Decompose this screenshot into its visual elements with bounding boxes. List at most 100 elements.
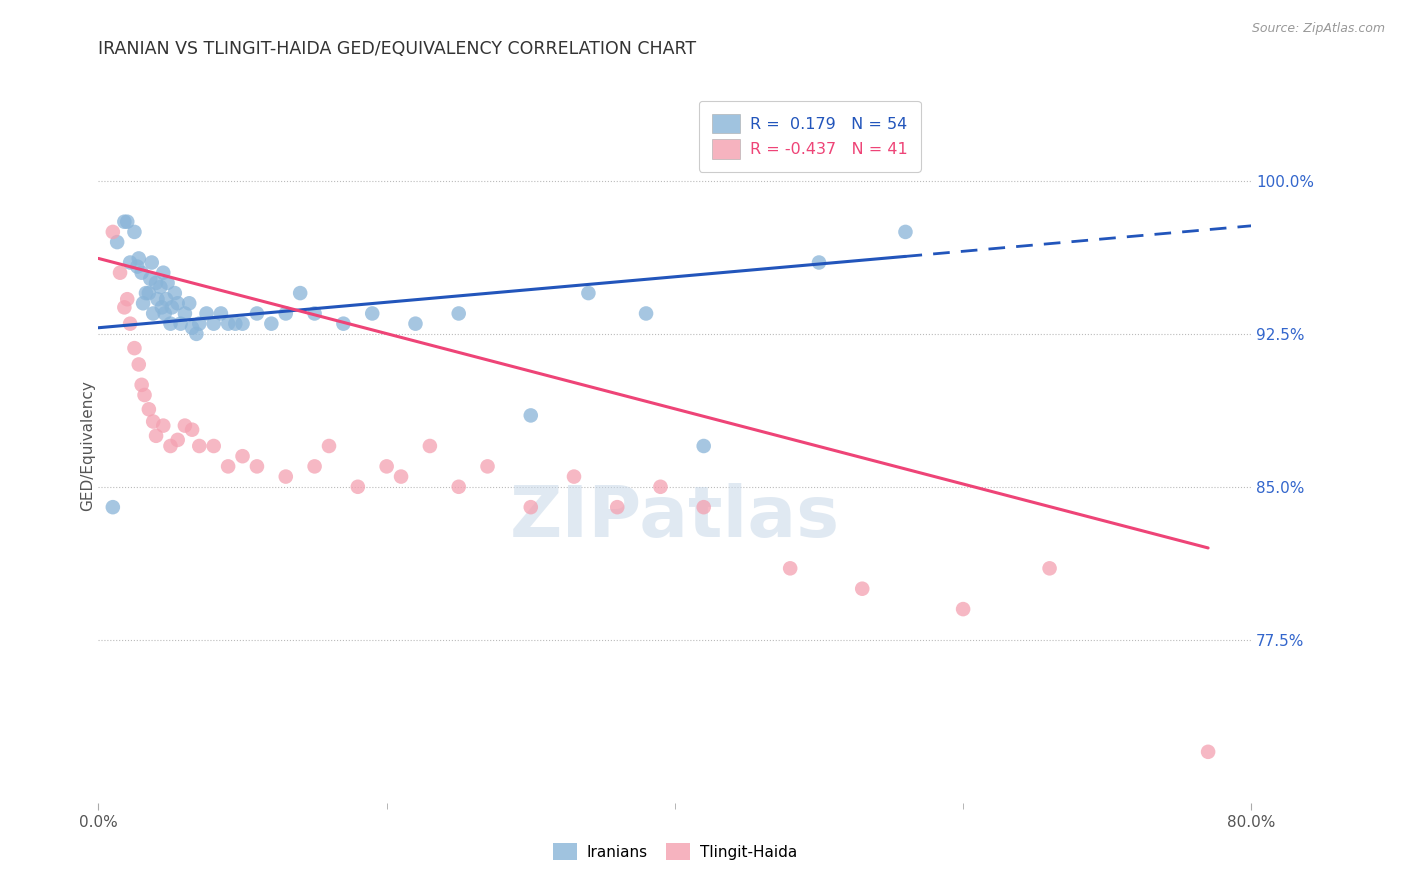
Point <box>188 317 211 331</box>
Point <box>318 439 340 453</box>
Point <box>160 301 183 315</box>
Point <box>186 326 208 341</box>
Point <box>231 317 254 331</box>
Point <box>807 255 830 269</box>
Point <box>150 301 173 315</box>
Point <box>520 409 543 423</box>
Point <box>375 459 398 474</box>
Point <box>145 276 167 290</box>
Y-axis label: GED/Equivalency: GED/Equivalency <box>80 381 94 511</box>
Point <box>120 317 142 331</box>
Point <box>127 260 149 274</box>
Point <box>120 255 142 269</box>
Point <box>138 402 160 417</box>
Point <box>231 449 254 463</box>
Point <box>131 266 153 280</box>
Point <box>1038 561 1062 575</box>
Point <box>304 306 326 320</box>
Point <box>217 459 239 474</box>
Point <box>447 306 470 320</box>
Point <box>209 306 232 320</box>
Point <box>952 602 974 616</box>
Point <box>246 306 269 320</box>
Text: IRANIAN VS TLINGIT-HAIDA GED/EQUIVALENCY CORRELATION CHART: IRANIAN VS TLINGIT-HAIDA GED/EQUIVALENCY… <box>98 40 696 58</box>
Point <box>135 286 157 301</box>
Point <box>693 500 716 515</box>
Point <box>142 415 165 429</box>
Point <box>346 480 368 494</box>
Point <box>124 225 146 239</box>
Point <box>405 317 427 331</box>
Text: ZIPatlas: ZIPatlas <box>510 483 839 552</box>
Point <box>166 433 188 447</box>
Point <box>217 317 239 331</box>
Point <box>894 225 917 239</box>
Point <box>202 317 225 331</box>
Point <box>105 235 128 249</box>
Point <box>477 459 499 474</box>
Point <box>117 215 139 229</box>
Point <box>134 388 156 402</box>
Point <box>179 296 201 310</box>
Point <box>202 439 225 453</box>
Point <box>156 276 179 290</box>
Point <box>389 469 412 483</box>
Point <box>128 252 150 266</box>
Point <box>117 292 139 306</box>
Point <box>650 480 672 494</box>
Point <box>112 215 135 229</box>
Point <box>159 439 181 453</box>
Point <box>181 423 204 437</box>
Point <box>606 500 628 515</box>
Point <box>562 469 585 483</box>
Point <box>128 358 150 372</box>
Point <box>163 286 186 301</box>
Point <box>246 459 269 474</box>
Point <box>174 306 197 320</box>
Point <box>636 306 658 320</box>
Point <box>112 301 135 315</box>
Point <box>166 296 188 310</box>
Point <box>138 286 160 301</box>
Point <box>779 561 801 575</box>
Point <box>195 306 218 320</box>
Point <box>447 480 470 494</box>
Point <box>274 469 297 483</box>
Point <box>851 582 873 596</box>
Legend: Iranians, Tlingit-Haida: Iranians, Tlingit-Haida <box>547 837 803 866</box>
Point <box>188 439 211 453</box>
Point <box>361 306 384 320</box>
Point <box>101 225 124 239</box>
Point <box>224 317 246 331</box>
Point <box>152 418 174 433</box>
Point <box>142 306 165 320</box>
Point <box>332 317 354 331</box>
Point <box>159 317 181 331</box>
Point <box>693 439 716 453</box>
Point <box>520 500 543 515</box>
Point <box>131 377 153 392</box>
Point <box>578 286 600 301</box>
Point <box>304 459 326 474</box>
Point <box>260 317 283 331</box>
Point <box>174 418 197 433</box>
Point <box>274 306 297 320</box>
Point <box>141 255 163 269</box>
Point <box>124 341 146 355</box>
Point <box>145 429 167 443</box>
Point <box>181 320 204 334</box>
Point <box>108 266 131 280</box>
Point <box>146 292 169 306</box>
Point <box>139 272 162 286</box>
Point <box>1197 745 1219 759</box>
Point <box>169 317 191 331</box>
Point <box>132 296 155 310</box>
Point <box>290 286 312 301</box>
Point <box>155 292 177 306</box>
Point <box>153 306 176 320</box>
Point <box>419 439 441 453</box>
Point <box>101 500 124 515</box>
Point <box>149 280 172 294</box>
Text: Source: ZipAtlas.com: Source: ZipAtlas.com <box>1251 22 1385 36</box>
Point <box>152 266 174 280</box>
